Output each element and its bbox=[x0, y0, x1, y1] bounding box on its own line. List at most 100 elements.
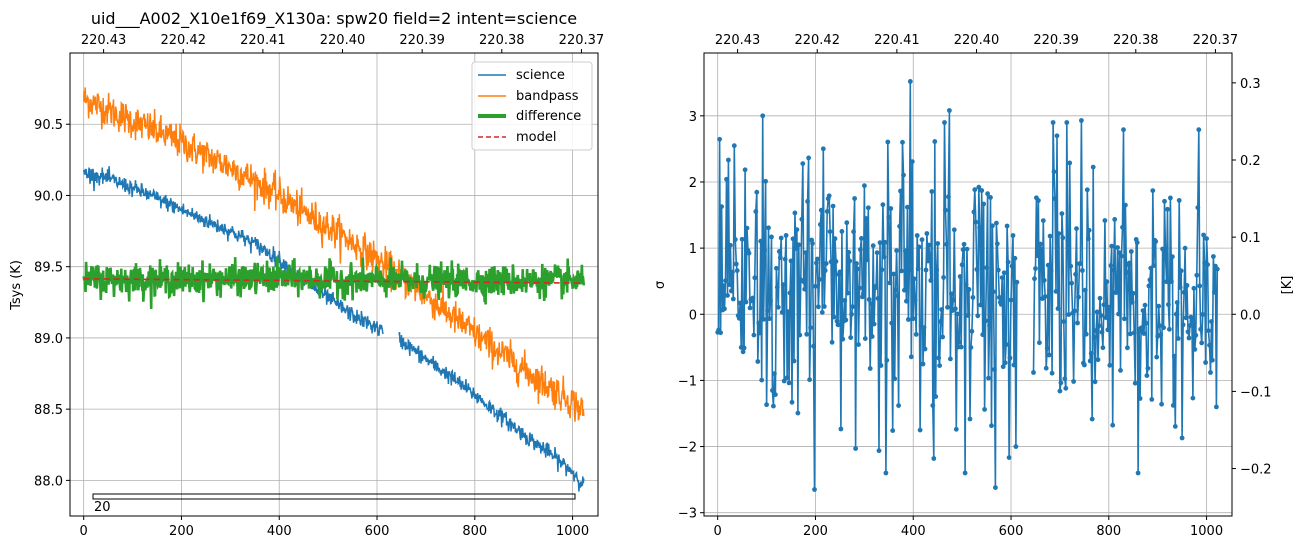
sigma-point bbox=[867, 366, 873, 371]
sigma-point bbox=[1205, 262, 1210, 267]
sigma-point bbox=[927, 257, 933, 263]
sigma-point bbox=[1102, 218, 1108, 223]
sigma-point bbox=[871, 321, 877, 327]
right-y-tick-label: −0.1 bbox=[1240, 385, 1272, 400]
sigma-point bbox=[902, 287, 907, 293]
sigma-point bbox=[999, 275, 1005, 280]
sigma-point bbox=[947, 108, 952, 113]
sigma-point bbox=[944, 241, 949, 247]
sigma-point bbox=[1132, 380, 1138, 386]
top-tick-label: 220.39 bbox=[1033, 33, 1079, 48]
sigma-point bbox=[1001, 270, 1007, 276]
sigma-point bbox=[734, 268, 740, 273]
sigma-point bbox=[1164, 279, 1169, 285]
sigma-point bbox=[722, 306, 727, 312]
sigma-point bbox=[1082, 287, 1088, 293]
sigma-point bbox=[1050, 120, 1056, 125]
sigma-point bbox=[1140, 308, 1146, 313]
x-tick-label: 600 bbox=[365, 524, 390, 539]
sigma-point bbox=[967, 416, 973, 422]
sigma-point bbox=[1109, 243, 1115, 249]
sigma-point bbox=[1080, 268, 1085, 273]
sigma-point bbox=[1214, 404, 1219, 410]
sigma-point bbox=[1060, 235, 1066, 241]
sigma-point bbox=[1170, 403, 1176, 408]
sigma-point bbox=[1192, 347, 1198, 352]
x-tick-label: 600 bbox=[999, 524, 1024, 539]
model-line bbox=[83, 278, 584, 284]
sigma-point bbox=[835, 322, 841, 328]
sigma-point bbox=[948, 356, 953, 362]
sigma-point bbox=[908, 354, 914, 360]
sigma-point bbox=[1186, 335, 1192, 341]
sigma-point bbox=[1005, 259, 1011, 265]
sigma-point bbox=[1143, 320, 1149, 326]
sigma-point bbox=[851, 229, 856, 235]
sigma-point bbox=[895, 293, 900, 299]
sigma-point bbox=[723, 278, 728, 284]
legend-box bbox=[471, 61, 593, 151]
sigma-point bbox=[931, 456, 937, 461]
sigma-point bbox=[920, 361, 926, 367]
sigma-point bbox=[1160, 246, 1165, 252]
sigma-point bbox=[1178, 268, 1184, 274]
sigma-point bbox=[757, 330, 763, 336]
sigma-point bbox=[1168, 195, 1173, 201]
sigma-point bbox=[1090, 164, 1096, 170]
sigma-point bbox=[1046, 352, 1052, 358]
sigma-point bbox=[938, 319, 943, 324]
sigma-point bbox=[906, 267, 912, 273]
sigma-point bbox=[961, 241, 967, 247]
sigma-point bbox=[780, 282, 786, 288]
left-chart: 20 0 200 400 600 800 1000 88.0 88.5 89.0 89.5 90.… bbox=[9, 9, 604, 539]
sigma-point bbox=[849, 311, 854, 317]
sigma-point bbox=[1188, 314, 1194, 320]
top-tick-label: 220.42 bbox=[794, 33, 840, 48]
sigma-point bbox=[897, 223, 902, 229]
sigma-point bbox=[1199, 340, 1205, 346]
sigma-point bbox=[1094, 309, 1100, 315]
sigma-point bbox=[982, 407, 987, 412]
sigma-point bbox=[1035, 253, 1040, 259]
bandpass-line bbox=[82, 87, 585, 422]
sigma-point bbox=[817, 277, 822, 282]
sigma-point bbox=[1044, 345, 1050, 351]
sigma-point bbox=[937, 363, 942, 368]
sigma-point bbox=[848, 335, 854, 340]
top-tick-label: 220.40 bbox=[320, 33, 366, 48]
sigma-point bbox=[842, 298, 848, 303]
sigma-point bbox=[1177, 285, 1183, 290]
sigma-point bbox=[1059, 211, 1065, 217]
sigma-point bbox=[719, 204, 724, 210]
sigma-point bbox=[1204, 236, 1209, 242]
sigma-point bbox=[1135, 470, 1141, 476]
sigma-point bbox=[960, 247, 966, 253]
sigma-point bbox=[868, 301, 874, 307]
sigma-point bbox=[792, 210, 798, 216]
science-line bbox=[82, 166, 585, 492]
sigma-point bbox=[1074, 226, 1079, 232]
sigma-point bbox=[975, 313, 981, 319]
sigma-point bbox=[1041, 277, 1047, 283]
sigma-point bbox=[1131, 330, 1137, 336]
sigma-point bbox=[959, 262, 965, 268]
top-tick-label: 220.38 bbox=[1113, 33, 1159, 48]
sigma-point bbox=[785, 309, 791, 315]
sigma-point bbox=[971, 209, 977, 215]
sigma-point bbox=[779, 309, 785, 315]
sigma-point bbox=[728, 242, 733, 248]
sigma-point bbox=[777, 255, 783, 261]
sigma-point bbox=[1067, 160, 1073, 166]
sigma-point bbox=[804, 331, 810, 337]
sigma-point bbox=[933, 394, 939, 399]
sigma-point bbox=[990, 223, 995, 229]
sigma-point bbox=[879, 267, 885, 273]
sigma-point bbox=[1006, 455, 1012, 460]
sigma-point bbox=[900, 139, 905, 145]
sigma-point bbox=[965, 313, 971, 318]
sigma-point bbox=[847, 258, 853, 264]
sigma-point bbox=[1190, 395, 1196, 401]
sigma-point bbox=[834, 318, 840, 324]
left-x-ticks: 0 200 400 600 800 1000 bbox=[80, 516, 589, 539]
sigma-point bbox=[838, 426, 844, 432]
